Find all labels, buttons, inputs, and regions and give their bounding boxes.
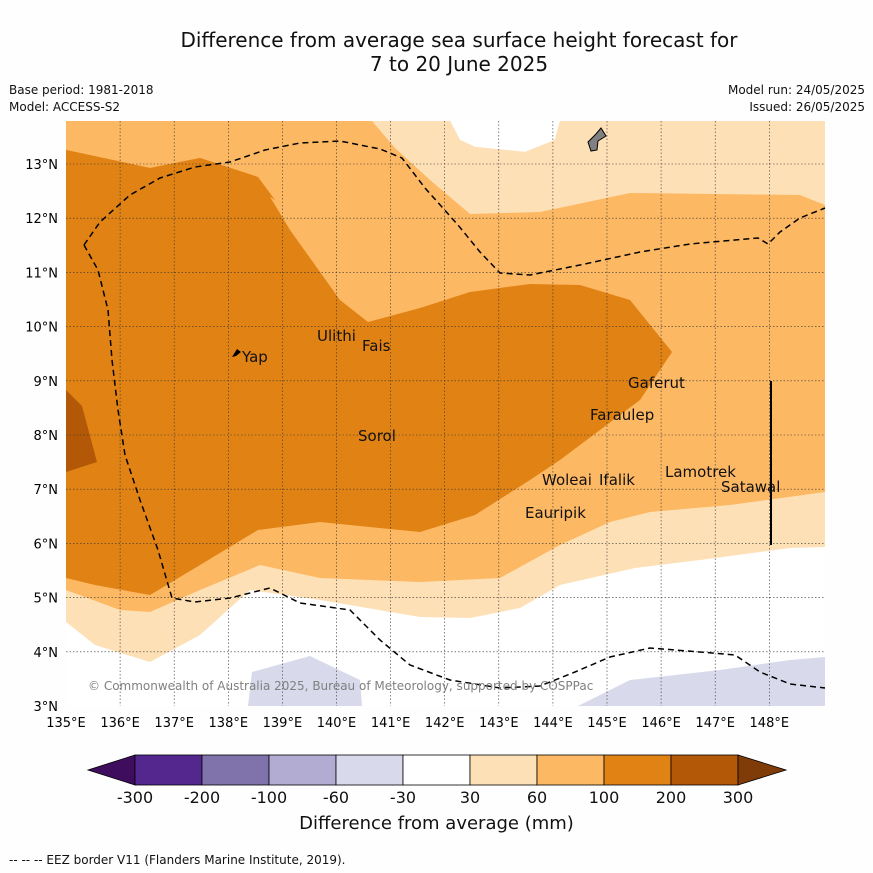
colorbar-tick-label: -30 [389, 788, 417, 807]
colorbar-segment [201, 754, 270, 786]
lon-tick-label: 142°E [425, 716, 465, 731]
chart-title-line2: 7 to 20 June 2025 [369, 52, 549, 76]
lon-tick-label: 135°E [46, 716, 86, 731]
field-neutral-south [66, 547, 825, 706]
place-label: Lamotrek [665, 463, 736, 481]
place-label: Gaferut [628, 374, 685, 392]
lon-tick-label: 145°E [587, 716, 627, 731]
chart-title-line1: Difference from average sea surface heig… [180, 28, 738, 52]
colorbar-tick-label: -300 [116, 788, 154, 807]
lon-tick-label: 144°E [533, 716, 573, 731]
field-neg-30-60-west [248, 656, 362, 706]
lat-tick-label: 9°N [34, 375, 59, 390]
lon-tick-label: 147°E [695, 716, 735, 731]
lon-tick-label: 146°E [641, 716, 681, 731]
place-label: Fais [362, 337, 391, 355]
colorbar-tick-label: -200 [183, 788, 221, 807]
field-neg-30-60-east [578, 657, 825, 706]
colorbar-tick-label: -60 [322, 788, 350, 807]
lon-tick-label: 143°E [479, 716, 519, 731]
place-label: Ifalik [599, 471, 635, 489]
colorbar-segment [469, 754, 538, 786]
place-label: Sorol [358, 427, 396, 445]
colorbar-tick-label: 300 [722, 788, 754, 807]
colorbar-tick-label: 200 [655, 788, 687, 807]
contour-fields [66, 121, 825, 706]
field-200-300 [66, 390, 97, 472]
model-run-label: Model run: 24/05/2025 [727, 83, 865, 97]
eez-border-south [83, 244, 826, 689]
colorbar-tick-label: 100 [588, 788, 620, 807]
lat-tick-label: 11°N [25, 266, 58, 281]
colorbar-segment [603, 754, 672, 786]
issued-label: Issued: 26/05/2025 [749, 100, 865, 114]
colorbar-tick-label: 60 [526, 788, 548, 807]
colorbar-segment [670, 754, 739, 786]
lon-tick-label: 138°E [209, 716, 249, 731]
colorbar-title: Difference from average (mm) [299, 813, 574, 834]
place-label: Eauripik [525, 504, 586, 522]
field-100-200-north-edge [66, 121, 275, 200]
colorbar-segment [335, 754, 404, 786]
colorbar-segment [134, 754, 203, 786]
colorbar-segment [268, 754, 337, 786]
lat-tick-label: 4°N [34, 646, 59, 661]
axis-ticks: 135°E 136°E 137°E 138°E 139°E 140°E 141°E 142°E… [25, 158, 789, 731]
lon-tick-label: 140°E [317, 716, 357, 731]
lat-tick-label: 6°N [34, 537, 59, 552]
lat-tick-label: 8°N [34, 429, 59, 444]
lat-tick-label: 12°N [25, 212, 58, 227]
lon-tick-label: 139°E [263, 716, 303, 731]
field-100-200 [66, 150, 672, 595]
copyright-notice: © Commonwealth of Australia 2025, Bureau… [88, 679, 593, 693]
yap-island [232, 349, 241, 357]
colorbar-segment [536, 754, 605, 786]
lat-tick-label: 10°N [25, 321, 58, 336]
base-period-label: Base period: 1981-2018 [9, 83, 154, 97]
colorbar [86, 754, 788, 786]
lon-tick-label: 141°E [371, 716, 411, 731]
colorbar-tick-label: -100 [250, 788, 288, 807]
place-label: Faraulep [590, 406, 654, 424]
colorbar-extend-min [86, 754, 136, 786]
place-label: Woleai [542, 471, 592, 489]
place-label: Satawal [721, 478, 780, 496]
field-30-60-north [372, 121, 825, 214]
lat-tick-label: 5°N [34, 592, 59, 607]
field-neutral-north [450, 121, 560, 152]
lat-tick-label: 7°N [34, 483, 59, 498]
guam-island [587, 127, 607, 152]
eez-border-north [83, 140, 826, 276]
place-label: Yap [241, 348, 268, 366]
lat-tick-label: 3°N [34, 700, 59, 715]
lat-tick-label: 13°N [25, 158, 58, 173]
colorbar-tick-label: 30 [459, 788, 481, 807]
colorbar-extend-max [737, 754, 788, 786]
lon-tick-label: 137°E [154, 716, 194, 731]
lon-tick-label: 136°E [100, 716, 140, 731]
eez-footnote: -- -- -- EEZ border V11 (Flanders Marine… [9, 853, 346, 867]
lon-tick-label: 148°E [750, 716, 790, 731]
model-label: Model: ACCESS-S2 [9, 100, 121, 114]
place-label: Ulithi [317, 327, 356, 345]
place-labels: Yap Ulithi Fais Sorol Gaferut Faraulep Woleai I… [241, 327, 780, 522]
colorbar-segment [402, 754, 471, 786]
graticule [66, 121, 825, 706]
